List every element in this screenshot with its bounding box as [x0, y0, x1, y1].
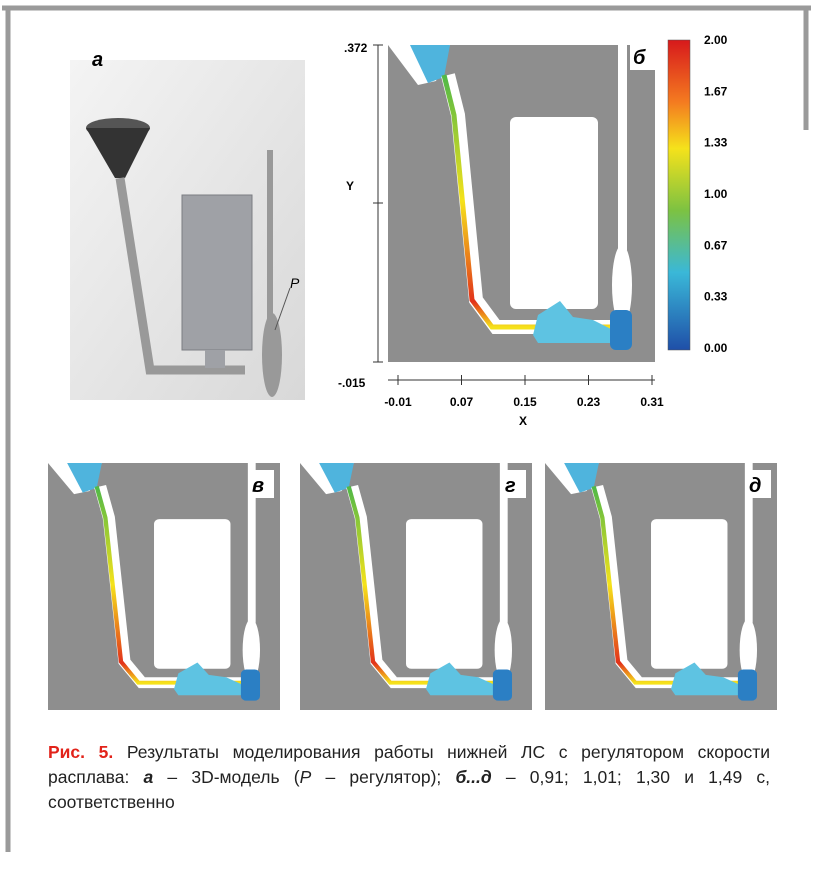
- caption-label: Рис. 5.: [48, 742, 113, 762]
- gate: [205, 350, 225, 368]
- panel-label: д: [749, 475, 761, 497]
- x-axis-title: X: [519, 414, 527, 428]
- x-tick-label: -0.01: [384, 395, 412, 409]
- y-label: .372: [344, 41, 368, 55]
- colorbar-label: 0.67: [704, 238, 728, 252]
- colorbar-label: 0.33: [704, 290, 728, 304]
- page: а P б .372 -.015 Y -0.01 0.07 0.15 0.23 0.31…: [0, 0, 813, 870]
- colorbar: [668, 40, 690, 350]
- caption-ref: а: [144, 767, 154, 787]
- panel-label: а: [92, 49, 103, 71]
- caption-ref: б...д: [455, 767, 491, 787]
- caption-ref: P: [300, 767, 312, 787]
- colorbar-label: 1.67: [704, 84, 728, 98]
- x-tick-label: 0.15: [513, 395, 537, 409]
- x-tick-label: 0.07: [450, 395, 474, 409]
- simulation: [48, 463, 280, 710]
- caption-text: – 3D-модель (: [153, 767, 299, 787]
- caption: Рис. 5. Результаты моделирования работы …: [48, 740, 770, 815]
- x-tick-label: 0.23: [577, 395, 601, 409]
- colorbar-label: 0.00: [704, 341, 728, 355]
- marker: P: [290, 275, 300, 291]
- y-label: -.015: [338, 376, 366, 390]
- regulator: [262, 313, 282, 397]
- colorbar-label: 1.33: [704, 136, 728, 150]
- panel-label: б: [633, 47, 646, 69]
- simulation: [300, 463, 532, 710]
- colorbar-label: 1.00: [704, 187, 728, 201]
- simulation: [388, 45, 655, 362]
- plate: [182, 195, 252, 350]
- panel-label: г: [505, 475, 516, 497]
- x-tick-label: 0.31: [640, 395, 664, 409]
- colorbar-label: 2.00: [704, 33, 728, 47]
- y-axis-title: Y: [346, 179, 354, 193]
- simulation: [545, 463, 777, 710]
- caption-text: – регулятор);: [311, 767, 455, 787]
- panel-label: в: [252, 475, 264, 497]
